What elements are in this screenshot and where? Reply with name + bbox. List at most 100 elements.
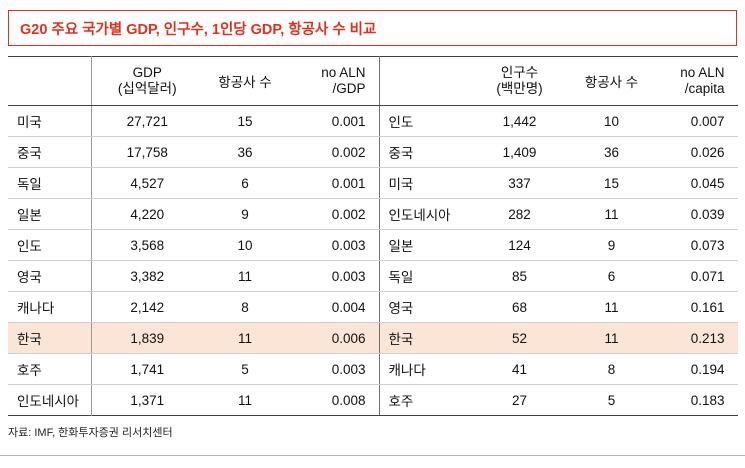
aln-per-capita-cell: 0.194 [651,353,738,385]
aln-per-gdp-header: no ALN /GDP [287,56,379,106]
airlines-count-cell: 6 [203,167,287,199]
airlines-count-cell: 11 [237,392,252,408]
aln-per-capita-cell: 0.039 [651,198,738,230]
aln-per-gdp-cell: 0.003 [287,229,379,261]
airlines-count-cell: 8 [203,291,287,323]
table-row: 중국 1,409 36 0.026 [379,136,738,168]
airlines-count-cell: 9 [203,198,287,230]
airlines-count-cell: 15 [203,105,287,137]
aln-per-gdp-cell: 0.003 [287,353,379,385]
country-cell: 영국 [8,260,92,292]
airlines-count-cell: 5 [203,353,287,385]
airlines-header: 항공사 수 [571,56,652,106]
country-cell: 미국 [379,167,468,199]
gdp-value-cell: 17,758 [91,136,203,168]
table-row: 인도 1,442 10 0.007 [379,105,738,137]
aln-per-capita-cell: 0.213 [651,322,738,354]
table-row: 영국 3,382 11 0.003 [8,260,379,292]
aln-per-gdp-cell: 0.008 [331,392,366,408]
table-row: 인도네시아 282 11 0.039 [379,198,738,230]
gdp-value-cell: 1,741 [91,353,203,385]
report-title: G20 주요 국가별 GDP, 인구수, 1인당 GDP, 항공사 수 비교 [8,10,737,46]
population-value-cell: 52 [467,322,572,354]
source-note: 자료: IMF, 한화투자증권 리서치센터 [8,427,173,439]
country-cell: 인도 [8,229,92,261]
country-cell: 일본 [8,198,92,230]
table-row: 미국 27,721 15 0.001 [8,105,379,137]
population-header: 인구수 (백만명) [467,56,572,106]
country-cell: 중국 [379,136,468,168]
corner-cell [379,56,468,106]
population-value-cell: 337 [467,167,572,199]
gdp-value-cell: 4,220 [91,198,203,230]
population-value-cell: 1,442 [467,105,572,137]
population-value-cell: 27 [511,392,528,408]
population-table: 인구수 (백만명) 항공사 수 no ALN /capita 인도 1,442 [379,56,738,416]
aln-per-capita-cell: 0.073 [651,229,738,261]
population-header-line2: (백만명) [496,81,543,96]
table-row: 일본 4,220 9 0.002 [8,198,379,230]
country-cell: 캐나다 [379,353,468,385]
gdp-table: GDP (십억달러) 항공사 수 no ALN /GDP 미국 27,721 [8,56,380,416]
country-cell: 독일 [379,260,468,292]
airlines-count-cell: 15 [571,167,652,199]
table-row: 독일 85 6 0.071 [379,260,738,292]
country-cell: 미국 [8,105,92,137]
aln-per-capita-cell: 0.183 [690,392,725,408]
airlines-count-cell: 11 [203,322,287,354]
airlines-count-cell: 9 [571,229,652,261]
table-row: 호주 1,741 5 0.003 [8,353,379,385]
country-cell: 호주 [388,394,414,409]
comparison-tables: GDP (십억달러) 항공사 수 no ALN /GDP 미국 27,721 [8,56,738,416]
aln-per-capita-cell: 0.007 [651,105,738,137]
gdp-value-cell: 2,142 [91,291,203,323]
aln-per-gdp-header-line2: /GDP [332,81,366,96]
country-cell: 인도네시아 [379,198,468,230]
country-cell: 한국 [8,322,92,354]
airlines-count-cell: 10 [203,229,287,261]
gdp-value-cell: 1,371 [130,392,165,408]
aln-per-gdp-cell: 0.003 [287,260,379,292]
table-row: 미국 337 15 0.045 [379,167,738,199]
table-row: 캐나다 2,142 8 0.004 [8,291,379,323]
population-value-cell: 85 [467,260,572,292]
aln-per-gdp-cell: 0.002 [287,198,379,230]
gdp-header-line2: (십억달러) [117,81,177,96]
airlines-count-cell: 36 [571,136,652,168]
corner-cell [8,56,92,106]
table-row: 호주 27 5 0.183 [380,385,738,416]
airlines-count-cell: 36 [203,136,287,168]
table-row: 일본 124 9 0.073 [379,229,738,261]
gdp-header-line1: GDP [132,65,162,80]
table-row: 캐나다 41 8 0.194 [379,353,738,385]
country-cell: 캐나다 [8,291,92,323]
population-value-cell: 41 [467,353,572,385]
bottom-divider [0,455,745,456]
airlines-count-cell: 11 [571,291,652,323]
table-row: 인도 3,568 10 0.003 [8,229,379,261]
airlines-count-cell: 6 [571,260,652,292]
gdp-value-cell: 3,568 [91,229,203,261]
country-cell: 일본 [379,229,468,261]
aln-per-capita-cell: 0.071 [651,260,738,292]
airlines-count-cell: 11 [571,322,652,354]
gdp-value-cell: 27,721 [91,105,203,137]
country-cell: 독일 [8,167,92,199]
gdp-value-cell: 3,382 [91,260,203,292]
airlines-count-cell: 11 [571,198,652,230]
population-value-cell: 1,409 [467,136,572,168]
population-header-line1: 인구수 [500,65,539,80]
aln-per-gdp-cell: 0.001 [287,167,379,199]
population-value-cell: 68 [467,291,572,323]
table-row: 독일 4,527 6 0.001 [8,167,379,199]
airlines-header: 항공사 수 [203,56,287,106]
aln-per-capita-cell: 0.026 [651,136,738,168]
country-cell: 중국 [8,136,92,168]
country-cell: 인도네시아 [8,384,92,416]
table-row: 영국 68 11 0.161 [379,291,738,323]
aln-per-capita-header-line2: /capita [684,81,725,96]
population-value-cell: 282 [467,198,572,230]
table-row: 중국 17,758 36 0.002 [8,136,379,168]
airlines-count-cell: 11 [203,260,287,292]
